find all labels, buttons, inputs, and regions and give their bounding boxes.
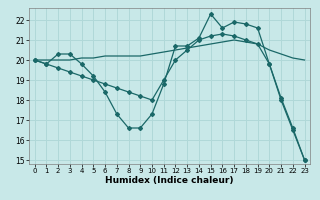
X-axis label: Humidex (Indice chaleur): Humidex (Indice chaleur) bbox=[105, 176, 234, 185]
